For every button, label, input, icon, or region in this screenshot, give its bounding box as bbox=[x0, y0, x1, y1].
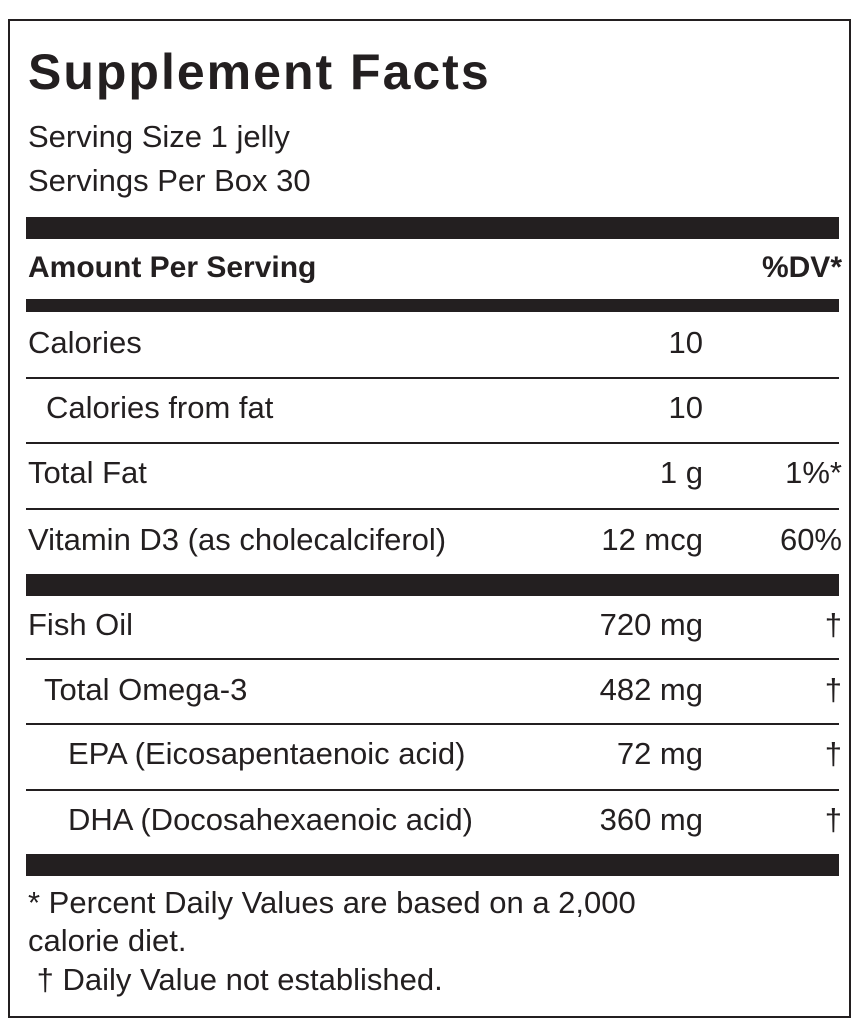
nutrient-label: Total Fat bbox=[28, 455, 147, 490]
nutrient-label: Vitamin D3 (as cholecalciferol) bbox=[28, 522, 447, 557]
nutrient-amount: 360 mg bbox=[599, 802, 703, 837]
divider bbox=[26, 789, 839, 791]
amount-per-serving-header: Amount Per Serving bbox=[28, 251, 317, 284]
nutrient-row-dha: DHA (Docosahexaenoic acid) 360 mg † bbox=[26, 802, 842, 842]
thick-divider bbox=[26, 574, 839, 596]
nutrient-label: DHA (Docosahexaenoic acid) bbox=[68, 802, 473, 837]
nutrient-row-vitamin-d3: Vitamin D3 (as cholecalciferol) 12 mcg 6… bbox=[26, 522, 842, 562]
divider bbox=[26, 658, 839, 660]
divider bbox=[26, 377, 839, 379]
nutrient-dv: 1%* bbox=[785, 455, 842, 490]
thick-divider bbox=[26, 854, 839, 876]
nutrient-dv: † bbox=[824, 736, 842, 771]
nutrient-label: Calories bbox=[28, 325, 142, 360]
divider bbox=[26, 442, 839, 444]
nutrient-amount: 10 bbox=[668, 325, 703, 360]
nutrient-row-total-fat: Total Fat 1 g 1%* bbox=[26, 455, 842, 495]
nutrient-dv: † bbox=[824, 802, 842, 837]
nutrient-label: Fish Oil bbox=[28, 607, 134, 642]
footnote-not-established: † Daily Value not established. bbox=[28, 962, 443, 997]
nutrient-row-total-omega-3: Total Omega-3 482 mg † bbox=[26, 672, 842, 712]
serving-size: Serving Size 1 jelly bbox=[28, 119, 290, 154]
servings-per-box: Servings Per Box 30 bbox=[28, 163, 311, 198]
nutrient-amount: 482 mg bbox=[599, 672, 703, 707]
nutrient-dv: 60% bbox=[779, 522, 842, 557]
nutrient-row-fish-oil: Fish Oil 720 mg † bbox=[26, 607, 842, 647]
footnote-dv: * Percent Daily Values are based on a 2,… bbox=[28, 885, 636, 920]
header-row: Amount Per Serving %DV* bbox=[26, 251, 842, 291]
nutrient-label: Total Omega-3 bbox=[44, 672, 248, 707]
dv-header: %DV* bbox=[761, 251, 842, 284]
nutrient-amount: 720 mg bbox=[599, 607, 703, 642]
nutrient-dv: † bbox=[824, 607, 842, 642]
divider bbox=[26, 723, 839, 725]
footnote-dv-cont: calorie diet. bbox=[28, 923, 187, 958]
nutrient-label: EPA (Eicosapentaenoic acid) bbox=[68, 736, 466, 771]
nutrient-row-epa: EPA (Eicosapentaenoic acid) 72 mg † bbox=[26, 736, 842, 776]
nutrient-label: Calories from fat bbox=[46, 390, 274, 425]
nutrient-dv: † bbox=[824, 672, 842, 707]
divider bbox=[26, 508, 839, 510]
nutrient-amount: 1 g bbox=[659, 455, 703, 490]
nutrient-amount: 72 mg bbox=[616, 736, 703, 771]
thick-divider bbox=[26, 217, 839, 239]
medium-divider bbox=[26, 299, 839, 312]
supplement-facts-panel: Supplement Facts Serving Size 1 jelly Se… bbox=[8, 19, 851, 1018]
nutrient-amount: 10 bbox=[668, 390, 703, 425]
nutrient-row-calories: Calories 10 bbox=[26, 325, 839, 365]
panel-title: Supplement Facts bbox=[28, 44, 491, 100]
nutrient-amount: 12 mcg bbox=[601, 522, 703, 557]
nutrient-row-calories-from-fat: Calories from fat 10 bbox=[26, 390, 839, 430]
